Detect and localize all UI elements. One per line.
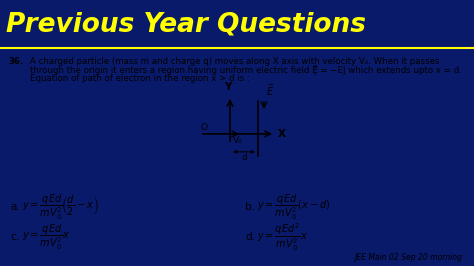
Text: JEE Main 02 Sep 20 morning: JEE Main 02 Sep 20 morning <box>354 253 462 262</box>
Text: V₀: V₀ <box>233 136 243 145</box>
Text: $\vec{E}$: $\vec{E}$ <box>266 82 274 98</box>
Text: d.: d. <box>245 232 255 242</box>
Text: d: d <box>241 153 247 162</box>
Text: Previous Year Questions: Previous Year Questions <box>6 12 366 38</box>
Text: $y = \dfrac{qEd}{mV_0^2}(x - d)$: $y = \dfrac{qEd}{mV_0^2}(x - d)$ <box>257 192 330 222</box>
Text: $y = \dfrac{qEd}{mV_0^2}x$: $y = \dfrac{qEd}{mV_0^2}x$ <box>22 222 71 252</box>
Text: c.: c. <box>10 232 19 242</box>
Text: A charged particle (mass m and charge q) moves along X axis with velocity V₀. Wh: A charged particle (mass m and charge q)… <box>30 57 439 66</box>
Text: Y: Y <box>224 82 232 92</box>
Text: O: O <box>201 123 208 132</box>
Text: through the origin it enters a region having uniform electric field Ḝ⃗ = −Eĵ whi: through the origin it enters a region ha… <box>30 65 462 75</box>
Text: $y = \dfrac{qEd^2}{mV_0^2}x$: $y = \dfrac{qEd^2}{mV_0^2}x$ <box>257 221 308 253</box>
Text: a.: a. <box>10 202 20 212</box>
Text: 36.: 36. <box>8 57 23 66</box>
Text: X: X <box>278 129 286 139</box>
Text: Equation of path of electron in the region x > d is :: Equation of path of electron in the regi… <box>30 74 250 83</box>
Text: b.: b. <box>245 202 255 212</box>
Text: $y = \dfrac{qEd}{mV_0^2}\!\left(\dfrac{d}{2} - x\right)$: $y = \dfrac{qEd}{mV_0^2}\!\left(\dfrac{d… <box>22 192 99 222</box>
